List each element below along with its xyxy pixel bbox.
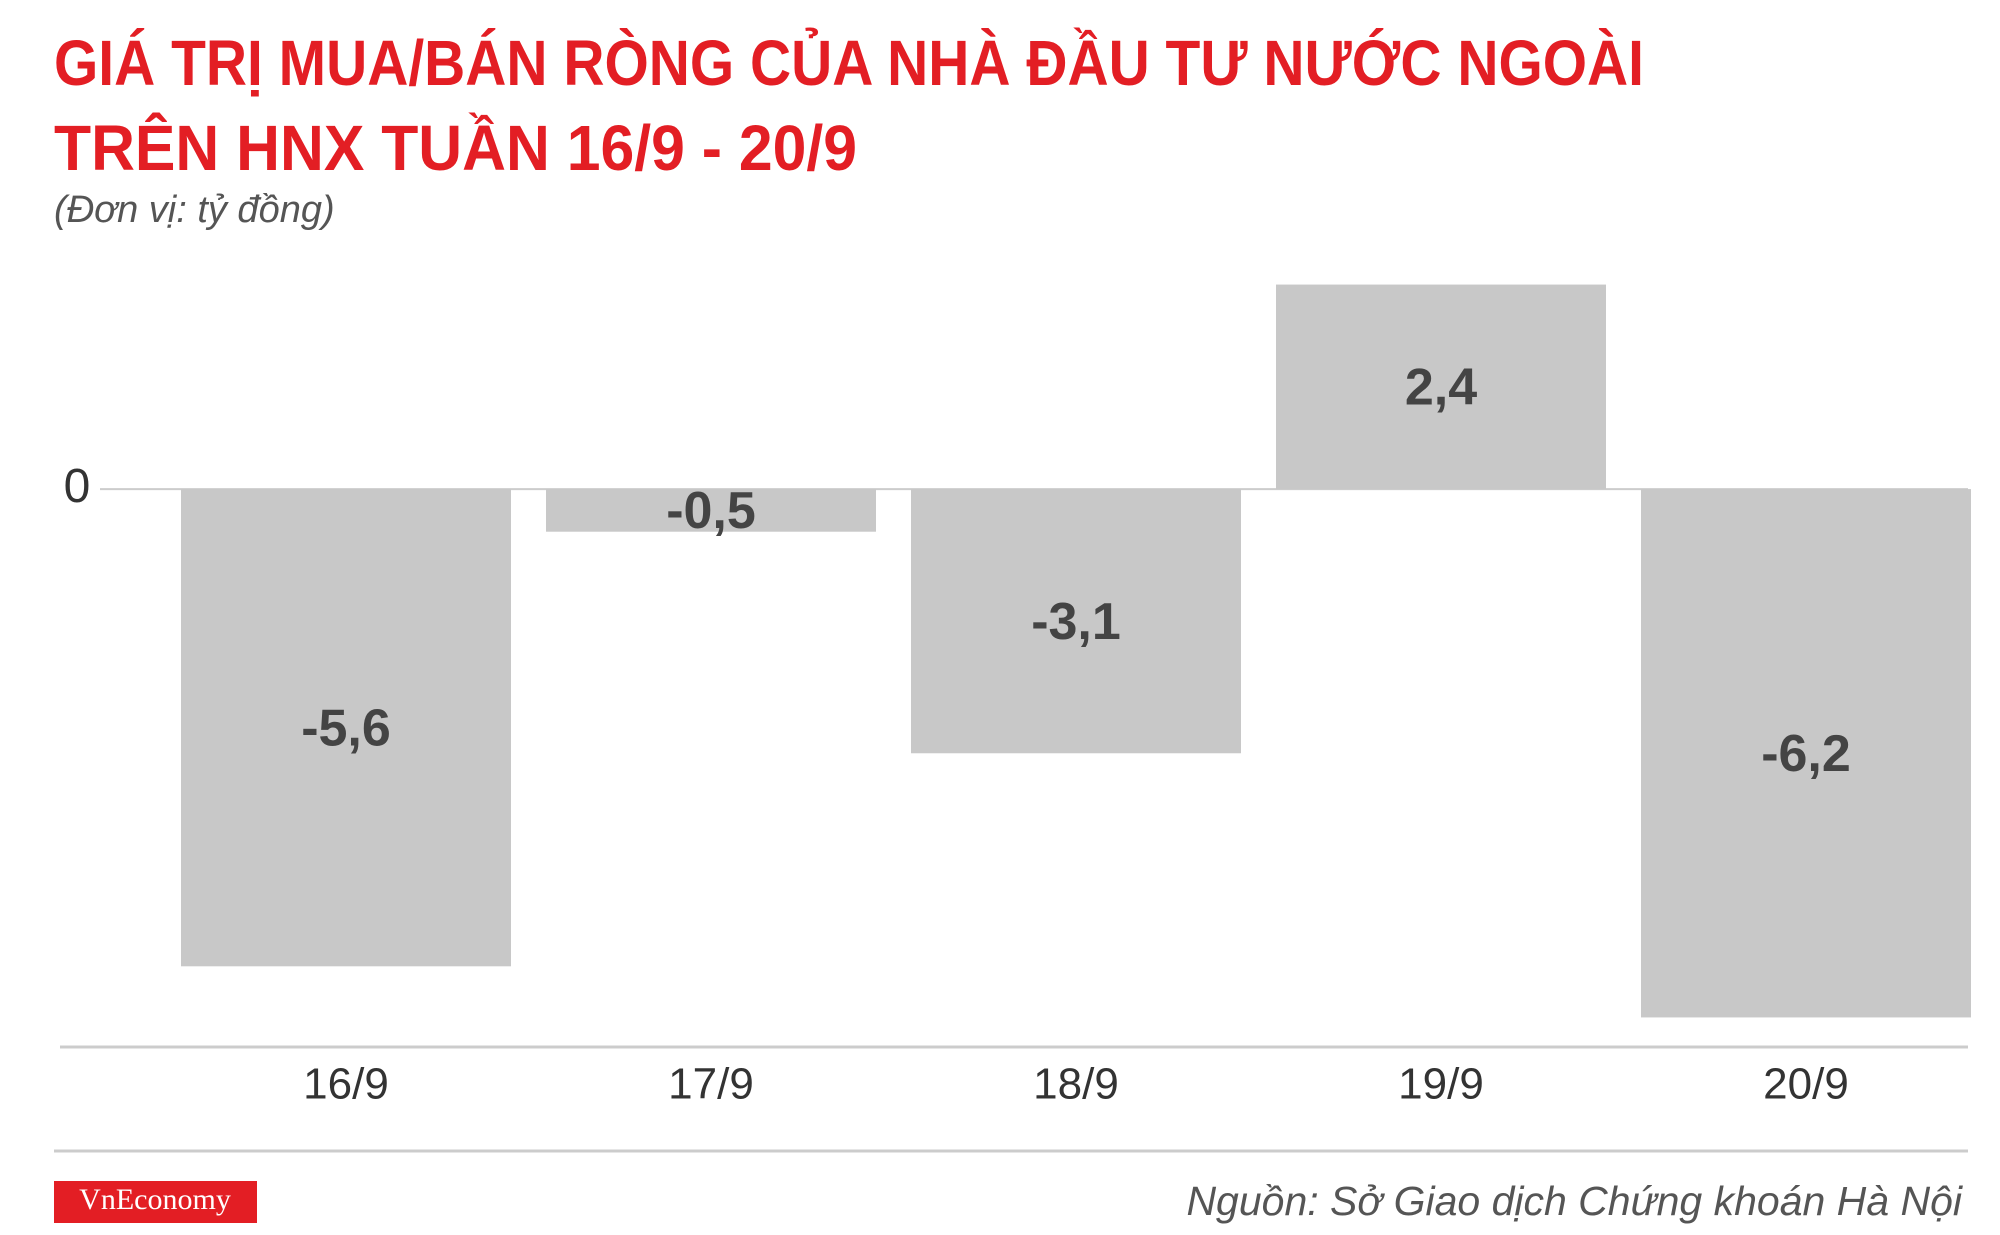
- chart-title: TRÊN HNX TUẦN 16/9 - 20/9: [54, 111, 857, 184]
- x-tick-label: 20/9: [1763, 1060, 1849, 1109]
- bar: [911, 489, 1241, 754]
- source: Nguồn: Sở Giao dịch Chứng khoán Hà Nội: [1186, 1178, 1963, 1224]
- x-tick-label: 17/9: [668, 1060, 754, 1109]
- bar: [1276, 284, 1606, 490]
- value-label: -0,5: [666, 482, 756, 540]
- x-tick-label: 16/9: [303, 1060, 389, 1109]
- value-label: -5,6: [301, 699, 391, 757]
- chart-subtitle: (Đơn vị: tỷ đồng): [54, 189, 335, 231]
- value-label: -3,1: [1031, 593, 1121, 651]
- value-label: 2,4: [1405, 359, 1477, 417]
- x-tick-label: 19/9: [1398, 1060, 1484, 1109]
- value-label: -6,2: [1761, 725, 1851, 783]
- brand: VnEconomy: [79, 1183, 231, 1216]
- bar: [1641, 489, 1971, 1018]
- y-tick-label: 0: [64, 460, 91, 513]
- chart-title: GIÁ TRỊ MUA/BÁN RÒNG CỦA NHÀ ĐẦU TƯ NƯỚC…: [54, 26, 1644, 99]
- bar: [181, 489, 511, 967]
- brand-box: [54, 1181, 257, 1223]
- x-tick-label: 18/9: [1033, 1060, 1119, 1109]
- bar: [546, 489, 876, 532]
